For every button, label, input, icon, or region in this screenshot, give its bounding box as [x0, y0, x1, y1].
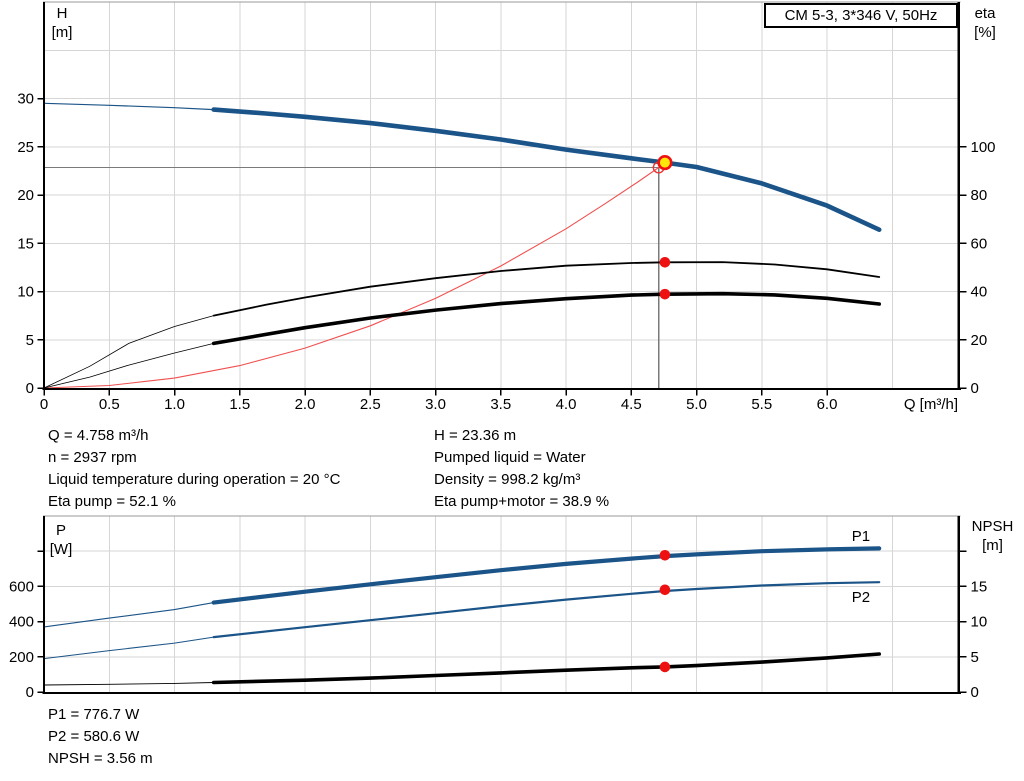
tick-label: 2.0 [295, 396, 316, 413]
tick-label: 5 [26, 332, 34, 349]
tick-label: 2.5 [360, 396, 381, 413]
tick-marks: 0 5 10 15 20 25 30 0 20 40 60 80 100 0 0.5 1.0 1.5 2.0 2.5… [17, 91, 995, 414]
annotation-p2: P2 = 580.6 W [48, 728, 140, 745]
series-system-curve [43, 166, 660, 389]
tick-label: 1.0 [164, 396, 185, 413]
tick-label: 25 [17, 139, 34, 156]
series-eta-pump [43, 261, 881, 389]
annotation-pumped-liquid: Pumped liquid = Water [434, 449, 586, 466]
tick-label: 600 [9, 578, 34, 595]
qh-eta-chart: 0 5 10 15 20 25 30 0 20 40 60 80 100 0 0.5 1.0 1.5 2.0 2.5… [17, 1, 996, 414]
tick-label: 3.5 [490, 396, 511, 413]
tick-label: 30 [17, 91, 34, 108]
annotation-speed: n = 2937 rpm [48, 449, 137, 466]
duty-crosshair [44, 166, 660, 388]
tick-label: 4.5 [621, 396, 642, 413]
series-p1-curve [43, 546, 882, 628]
tick-label: 0.5 [99, 396, 120, 413]
tick-label: 0 [971, 380, 979, 397]
tick-label: 15 [971, 578, 988, 595]
tick-label: 200 [9, 649, 34, 666]
tick-label: 0 [26, 380, 34, 397]
tick-label: 5.5 [751, 396, 772, 413]
series-npsh-curve [43, 652, 881, 686]
series-label-p2: P2 [852, 589, 870, 606]
duty-dot-marker [659, 257, 671, 268]
tick-label: 15 [17, 235, 34, 252]
h-axis-label: H [m] [51, 5, 73, 41]
p-axis-label: P [W] [49, 522, 73, 558]
tick-label: 400 [9, 614, 34, 631]
grid [43, 515, 961, 692]
pump-title-box: CM 5-3, 3*346 V, 50Hz [764, 3, 958, 28]
tick-label: 0 [26, 684, 34, 701]
power-npsh-chart: 0 200 400 600 0 5 10 15 P1 P2 [9, 515, 988, 701]
grid [43, 1, 961, 388]
annotation-head: H = 23.36 m [434, 427, 517, 444]
tick-label: 1.5 [229, 396, 250, 413]
tick-label: 5.0 [686, 396, 707, 413]
series-p2-curve [43, 581, 881, 660]
duty-point-summary-right: H = 23.36 m Pumped liquid = Water Densit… [434, 425, 609, 513]
duty-point-summary-left: Q = 4.758 m³/h n = 2937 rpm Liquid tempe… [48, 425, 340, 513]
tick-label: 5 [971, 649, 979, 666]
tick-label: 4.0 [556, 396, 577, 413]
eta-axis-label: eta [%] [974, 5, 996, 41]
annotation-eta-pump-motor: Eta pump+motor = 38.9 % [434, 493, 610, 510]
duty-dot-marker [659, 550, 671, 561]
duty-dot-marker [659, 661, 671, 673]
series-label-p1: P1 [852, 528, 870, 545]
duty-point-markers [659, 550, 671, 673]
annotation-liquid-temperature: Liquid temperature during operation = 20… [48, 471, 341, 488]
duty-dot-marker [659, 288, 671, 300]
axes [42, 516, 961, 695]
annotation-npsh: NPSH = 3.56 m [48, 750, 153, 767]
tick-marks: 0 200 400 600 0 5 10 15 [9, 550, 988, 701]
series-eta-pump-motor [43, 291, 881, 389]
series-pump-curve [43, 102, 882, 232]
tick-label: 3.0 [425, 396, 446, 413]
tick-label: 10 [971, 614, 988, 631]
annotation-density: Density = 998.2 kg/m³ [434, 471, 581, 488]
tick-label: 0 [40, 396, 48, 413]
duty-point-markers [652, 154, 673, 300]
tick-label: 20 [971, 332, 988, 349]
annotation-p1: P1 = 776.7 W [48, 706, 140, 723]
duty-dot-marker [659, 584, 671, 596]
tick-label: 0 [971, 684, 979, 701]
tick-label: 100 [971, 139, 996, 156]
tick-label: 60 [971, 235, 988, 252]
q-axis-label: Q [m³/h] [903, 396, 958, 413]
tick-label: 6.0 [817, 396, 838, 413]
duty-point-marker [657, 154, 673, 171]
annotation-eta-pump: Eta pump = 52.1 % [48, 493, 176, 510]
annotation-flow: Q = 4.758 m³/h [48, 427, 149, 444]
npsh-axis-label: NPSH [m] [971, 518, 1014, 554]
tick-label: 10 [17, 284, 34, 301]
tick-label: 20 [17, 187, 34, 204]
tick-label: 40 [971, 284, 988, 301]
power-npsh-summary: P1 = 776.7 W P2 = 580.6 W NPSH = 3.56 m [48, 704, 153, 770]
tick-label: 80 [971, 187, 988, 204]
axes [42, 2, 961, 391]
